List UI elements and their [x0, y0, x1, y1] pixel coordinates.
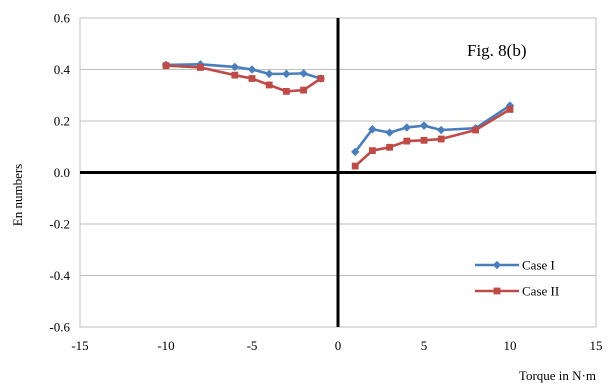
- data-point: [265, 81, 273, 89]
- series-1: [161, 60, 515, 157]
- y-tick-label: 0.6: [54, 11, 71, 26]
- data-point: [369, 147, 376, 155]
- legend-label: Case I: [522, 258, 555, 273]
- y-axis-title: En numbers: [10, 164, 25, 226]
- legend-marker: [492, 260, 502, 270]
- y-tick-label: -0.2: [49, 217, 70, 232]
- figure-annotation: Fig. 8(b): [467, 41, 527, 60]
- y-tick-label: 0.0: [54, 165, 70, 180]
- data-point: [162, 62, 170, 70]
- data-point: [506, 106, 514, 113]
- x-tick-label: 10: [504, 338, 517, 353]
- x-tick-label: 0: [335, 338, 342, 353]
- data-point: [231, 71, 239, 79]
- data-point: [248, 75, 256, 82]
- data-point: [437, 135, 445, 143]
- data-point: [197, 64, 204, 71]
- data-point: [247, 65, 257, 74]
- series-line: [354, 108, 511, 168]
- data-point: [402, 123, 411, 132]
- data-point: [300, 86, 307, 94]
- x-axis-title: Torque in N·m: [519, 368, 596, 383]
- legend-item: Case II: [475, 284, 559, 299]
- data-point: [351, 147, 360, 157]
- axes: [80, 18, 596, 327]
- y-tick-label: -0.4: [49, 268, 70, 283]
- data-point: [368, 125, 377, 134]
- data-point: [385, 128, 394, 137]
- data-point: [265, 69, 274, 79]
- data-point: [299, 69, 308, 78]
- data-point: [437, 125, 446, 135]
- legend: Case I Case II: [475, 258, 559, 299]
- legend-label: Case II: [522, 284, 559, 299]
- series-2: [162, 62, 514, 170]
- data-point: [419, 121, 429, 130]
- x-tick-label: 5: [421, 338, 428, 353]
- series-layer: [161, 60, 515, 170]
- series-line: [354, 104, 511, 153]
- x-tick-label: -15: [71, 338, 88, 353]
- y-tick-label: -0.6: [49, 320, 70, 335]
- data-point: [351, 162, 359, 170]
- data-point: [282, 69, 291, 79]
- data-point: [230, 62, 239, 72]
- data-point: [420, 136, 428, 144]
- y-tick-label: 0.4: [54, 62, 71, 77]
- data-point: [317, 75, 325, 82]
- x-tick-label: 15: [590, 338, 603, 353]
- data-point: [386, 143, 393, 151]
- data-point: [403, 137, 411, 145]
- tick-labels: -0.6 -0.4 -0.2 0.0 0.2 0.4 0.6 -15 -10 -5 0 5 10 15: [49, 11, 602, 354]
- y-tick-label: 0.2: [54, 114, 70, 129]
- data-point: [472, 126, 479, 134]
- x-tick-label: -10: [157, 338, 174, 353]
- data-point: [283, 87, 290, 95]
- legend-item: Case I: [475, 258, 555, 273]
- legend-marker: [493, 287, 501, 295]
- x-tick-label: -5: [247, 338, 258, 353]
